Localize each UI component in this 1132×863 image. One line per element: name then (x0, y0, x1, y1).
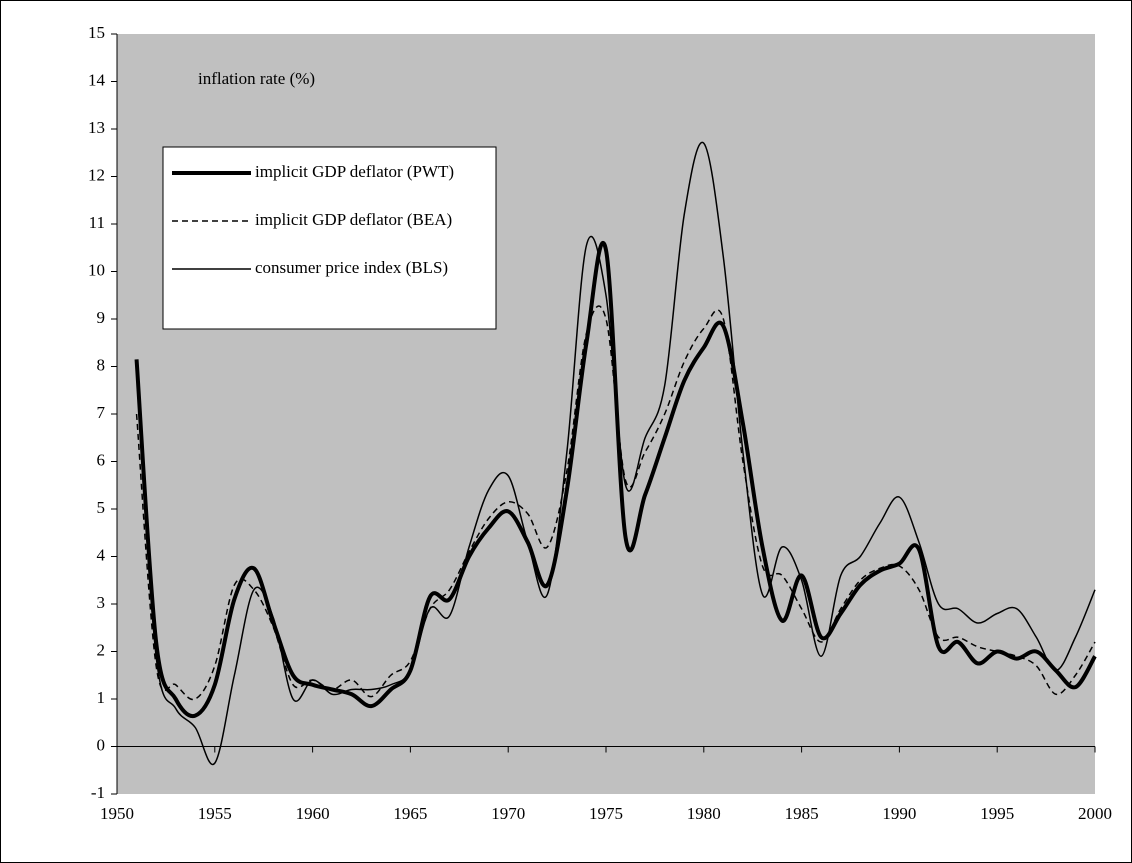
y-tick-label: 13 (88, 118, 105, 137)
x-tick-label: 1980 (687, 804, 721, 823)
x-tick-label: 2000 (1078, 804, 1112, 823)
x-tick-label: 1965 (393, 804, 427, 823)
y-tick-label: 14 (88, 70, 106, 89)
y-tick-label: 7 (97, 403, 106, 422)
x-tick-label: 1950 (100, 804, 134, 823)
legend-box (162, 146, 497, 330)
y-tick-label: 2 (97, 640, 106, 659)
y-tick-label: 8 (97, 355, 106, 374)
y-tick-label: 15 (88, 23, 105, 42)
y-tick-label: 0 (97, 735, 106, 754)
y-tick-label: -1 (91, 783, 105, 802)
y-tick-label: 1 (97, 688, 106, 707)
legend-label: consumer price index (BLS) (255, 258, 448, 277)
y-tick-label: 10 (88, 260, 105, 279)
x-tick-label: 1985 (785, 804, 819, 823)
y-tick-label: 6 (97, 450, 106, 469)
legend-label: implicit GDP deflator (BEA) (255, 210, 452, 229)
series-line (134, 240, 1097, 719)
series-line (135, 141, 1096, 766)
x-tick-label: 1960 (296, 804, 330, 823)
x-tick-label: 1990 (882, 804, 916, 823)
y-tick-label: 4 (97, 545, 106, 564)
y-tick-label: 3 (97, 593, 106, 612)
x-tick-label: 1995 (980, 804, 1014, 823)
y-tick-label: 11 (89, 213, 105, 232)
legend-label: implicit GDP deflator (PWT) (255, 162, 454, 181)
x-tick-label: 1975 (589, 804, 623, 823)
y-tick-label: 12 (88, 165, 105, 184)
x-tick-label: 1970 (491, 804, 525, 823)
y-tick-label: 9 (97, 308, 106, 327)
annotation: inflation rate (%) (198, 69, 315, 88)
y-tick-label: 5 (97, 498, 106, 517)
x-tick-label: 1955 (198, 804, 232, 823)
